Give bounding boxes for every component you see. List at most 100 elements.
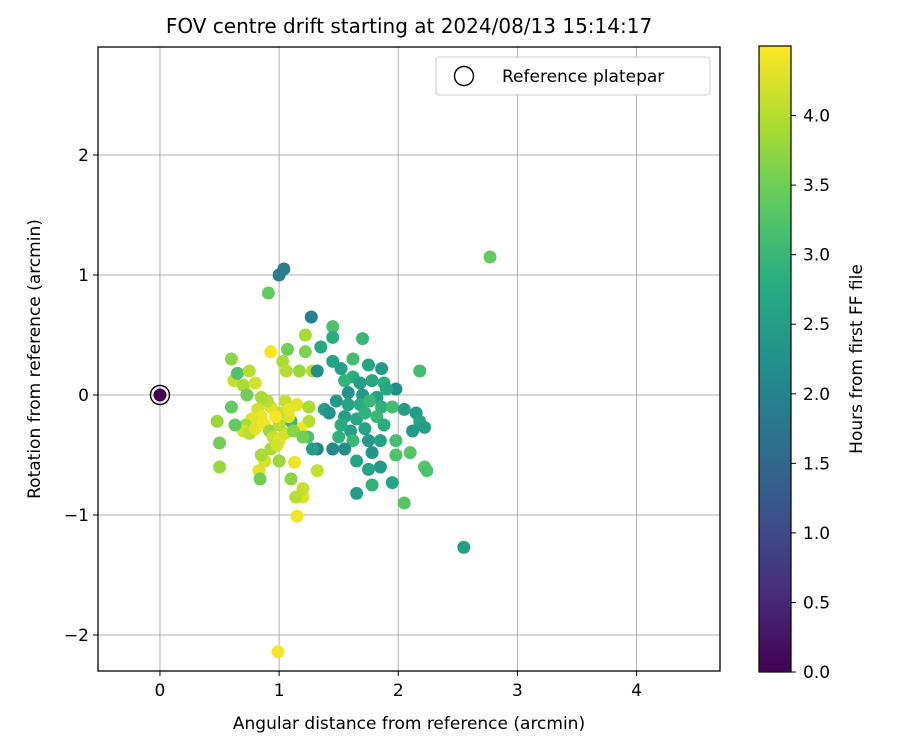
y-axis-ticks: −2 −1 0 1 2	[64, 146, 98, 646]
colorbar-tick-label: 2.5	[803, 315, 830, 335]
data-point	[350, 454, 364, 468]
data-point	[389, 434, 403, 448]
chart-title: FOV centre drift starting at 2024/08/13 …	[166, 14, 652, 38]
data-point	[338, 374, 352, 388]
data-point	[210, 414, 224, 428]
data-point	[269, 410, 283, 424]
data-point	[350, 486, 364, 500]
reference-platepar-marker	[149, 384, 171, 406]
x-tick-label: 0	[155, 681, 166, 701]
legend-label-reference: Reference platepar	[502, 67, 664, 87]
data-point	[346, 434, 360, 448]
data-point	[338, 442, 352, 456]
data-point	[305, 442, 319, 456]
data-point	[286, 424, 300, 438]
data-point	[361, 358, 375, 372]
data-point	[253, 472, 267, 486]
data-point	[483, 250, 497, 264]
data-point	[298, 345, 312, 359]
data-point	[406, 424, 420, 438]
data-point	[403, 446, 417, 460]
data-point	[292, 364, 306, 378]
data-point	[228, 418, 242, 432]
y-axis-label: Rotation from reference (arcmin)	[25, 219, 45, 499]
x-tick-label: 2	[393, 681, 404, 701]
colorbar-tick-label: 4.0	[803, 107, 830, 127]
colorbar-tick-label: 2.0	[803, 385, 830, 405]
data-point	[279, 364, 293, 378]
data-point	[284, 472, 298, 486]
data-point	[385, 400, 399, 414]
y-tick-label: −1	[64, 506, 89, 526]
legend-box	[435, 56, 711, 96]
data-point	[230, 366, 244, 380]
data-point	[379, 382, 393, 396]
data-point	[240, 388, 254, 402]
data-point	[332, 430, 346, 444]
plot-frame	[97, 46, 721, 672]
data-point	[271, 645, 285, 659]
data-point	[282, 402, 296, 416]
data-point	[358, 406, 372, 420]
y-tick-label: 2	[78, 146, 89, 166]
data-point	[389, 382, 403, 396]
data-point	[314, 340, 328, 354]
data-point	[213, 436, 227, 450]
legend-hollow-circle-marker	[453, 65, 475, 87]
data-point	[373, 434, 387, 448]
data-point	[254, 390, 268, 404]
data-point	[375, 400, 389, 414]
data-point	[358, 422, 372, 436]
x-axis-ticks: 0 1 2 3 4	[155, 671, 642, 701]
data-point	[334, 362, 348, 376]
data-point	[310, 364, 324, 378]
data-point	[242, 364, 256, 378]
data-point	[322, 406, 336, 420]
colorbar-tick-label: 1.5	[803, 454, 830, 474]
colorbar: 0.0 0.5 1.0 1.5 2.0 2.5 3.0 3.5 4.0 Hours from f…	[758, 45, 867, 683]
colorbar-label: Hours from first FF file	[847, 264, 867, 454]
x-tick-label: 4	[631, 681, 642, 701]
data-point	[288, 455, 302, 469]
data-point	[248, 376, 262, 390]
data-point	[270, 438, 284, 452]
data-point	[264, 345, 278, 359]
data-point	[224, 352, 238, 366]
data-point	[375, 362, 389, 376]
data-point	[329, 394, 343, 408]
data-point	[397, 402, 411, 416]
y-tick-label: 0	[78, 386, 89, 406]
x-tick-label: 3	[512, 681, 523, 701]
reference-point	[153, 388, 167, 402]
data-point	[417, 420, 431, 434]
legend: Reference platepar	[435, 56, 711, 96]
colorbar-gradient	[758, 45, 792, 673]
x-tick-label: 1	[274, 681, 285, 701]
data-point	[373, 460, 387, 474]
colorbar-tick-label: 0.5	[803, 593, 830, 613]
data-point	[377, 418, 391, 432]
data-point	[341, 386, 355, 400]
data-point	[304, 310, 318, 324]
data-point	[326, 442, 340, 456]
y-tick-label: 1	[78, 266, 89, 286]
data-point	[310, 464, 324, 478]
data-point	[290, 509, 304, 523]
data-point	[277, 262, 291, 276]
data-point	[326, 320, 340, 334]
data-point	[296, 482, 310, 496]
colorbar-tick-label: 1.0	[803, 524, 830, 544]
data-point	[361, 434, 375, 448]
data-point	[302, 400, 316, 414]
colorbar-ticks: 0.0 0.5 1.0 1.5 2.0 2.5 3.0 3.5 4.0	[791, 107, 830, 683]
data-point	[365, 446, 379, 460]
data-point	[389, 448, 403, 462]
data-point	[296, 430, 310, 444]
data-point	[261, 286, 275, 300]
data-point	[224, 400, 238, 414]
data-point	[346, 352, 360, 366]
colorbar-tick-label: 0.0	[803, 663, 830, 683]
data-point	[397, 496, 411, 510]
colorbar-tick-label: 3.0	[803, 246, 830, 266]
data-point	[413, 364, 427, 378]
